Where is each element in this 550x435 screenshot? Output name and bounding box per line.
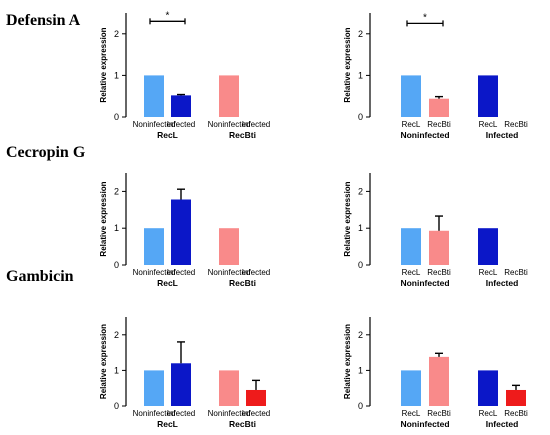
panel-5-y-tick-label-1: 1 (358, 365, 363, 375)
panel-5-x-tick-label-3: RecBti (504, 409, 528, 418)
panel-0-y-tick-label-1: 1 (114, 70, 119, 80)
panel-1-x-tick-label-0: RecL (402, 120, 421, 129)
panel-1-group-label-1: Infected (486, 130, 519, 140)
panel-0-group-label-0: RecL (157, 130, 178, 140)
panel-5-bar-1 (429, 356, 449, 406)
panel-1-y-tick-label-2: 2 (358, 29, 363, 39)
panel-0-bar-0 (144, 75, 164, 117)
panel-4-x-tick-label-1: Infected (167, 409, 195, 418)
panel-1-group-label-0: Noninfected (400, 130, 449, 140)
panel-0-sig-label-0: * (166, 10, 170, 21)
panel-2-x-tick-label-3: Infected (242, 268, 270, 277)
panel-1-sig-label-0: * (423, 12, 427, 23)
panel-4-group-label-0: RecL (157, 419, 178, 429)
panel-1-x-tick-label-2: RecL (479, 120, 498, 129)
panel-1-bar-1 (429, 98, 449, 117)
panel-1-bar-0 (401, 75, 421, 117)
row-title-cecropin-g: Cecropin G (6, 144, 86, 161)
panel-3-x-tick-label-3: RecBti (504, 268, 528, 277)
panel-5-y-axis-label: Relative expression (343, 324, 352, 399)
panel-4-x-tick-label-3: Infected (242, 409, 270, 418)
panel-4-bar-2 (219, 370, 239, 406)
panel-5-bar-2 (478, 370, 498, 406)
panel-3-bar-1 (429, 230, 449, 265)
panel-4-bar-0 (144, 370, 164, 406)
panel-5-x-tick-label-0: RecL (402, 409, 421, 418)
panel-3-x-tick-label-0: RecL (402, 268, 421, 277)
panel-1-x-tick-label-1: RecBti (427, 120, 451, 129)
panel-1-x-tick-label-3: RecBti (504, 120, 528, 129)
panel-2-y-tick-label-1: 1 (114, 223, 119, 233)
panel-0-y-tick-label-0: 0 (114, 112, 119, 122)
panel-1-bar-2 (478, 75, 498, 117)
panel-0-group-label-1: RecBti (229, 130, 256, 140)
panel-3-group-label-0: Noninfected (400, 278, 449, 288)
panel-1-y-tick-label-0: 0 (358, 112, 363, 122)
panel-0-x-tick-label-3: Infected (242, 120, 270, 129)
panel-2-x-tick-label-2: Noninfected (208, 268, 251, 277)
panel-3-y-tick-label-2: 2 (358, 186, 363, 196)
panel-0-bar-1 (171, 95, 191, 117)
panel-5-group-label-1: Infected (486, 419, 519, 429)
panel-1-y-tick-label-1: 1 (358, 70, 363, 80)
panel-2-bar-0 (144, 228, 164, 265)
panel-1-y-axis-label: Relative expression (343, 27, 352, 102)
panel-4-group-label-1: RecBti (229, 419, 256, 429)
panel-4-y-tick-label-2: 2 (114, 330, 119, 340)
panel-2-bar-2 (219, 228, 239, 265)
panel-5-y-tick-label-2: 2 (358, 330, 363, 340)
panel-2-x-tick-label-0: Noninfected (133, 268, 176, 277)
panel-2-group-label-0: RecL (157, 278, 178, 288)
panel-3-y-tick-label-1: 1 (358, 223, 363, 233)
panel-3-y-tick-label-0: 0 (358, 260, 363, 270)
panel-3-bar-0 (401, 228, 421, 265)
panel-3-x-tick-label-2: RecL (479, 268, 498, 277)
panel-3-x-tick-label-1: RecBti (427, 268, 451, 277)
panel-0-y-axis-label: Relative expression (99, 27, 108, 102)
row-title-defensin-a: Defensin A (6, 12, 81, 29)
panel-5-bar-3 (506, 389, 526, 406)
panel-3-y-axis-label: Relative expression (343, 181, 352, 256)
panel-0-bar-2 (219, 75, 239, 117)
panel-4-x-tick-label-2: Noninfected (208, 409, 251, 418)
row-title-gambicin: Gambicin (6, 268, 74, 285)
panel-4-bar-1 (171, 363, 191, 406)
panel-2-y-tick-label-2: 2 (114, 186, 119, 196)
panel-5-y-tick-label-0: 0 (358, 401, 363, 411)
panel-2-bar-1 (171, 199, 191, 265)
panel-5-group-label-0: Noninfected (400, 419, 449, 429)
panel-5-x-tick-label-2: RecL (479, 409, 498, 418)
panel-4-bar-3 (246, 389, 266, 406)
panel-3-group-label-1: Infected (486, 278, 519, 288)
panel-0-x-tick-label-2: Noninfected (208, 120, 251, 129)
panel-2-y-tick-label-0: 0 (114, 260, 119, 270)
panel-2-group-label-1: RecBti (229, 278, 256, 288)
panel-2-y-axis-label: Relative expression (99, 181, 108, 256)
panel-4-y-axis-label: Relative expression (99, 324, 108, 399)
panel-3-bar-2 (478, 228, 498, 265)
panel-2-x-tick-label-1: Infected (167, 268, 195, 277)
panel-0-y-tick-label-2: 2 (114, 29, 119, 39)
panel-5-x-tick-label-1: RecBti (427, 409, 451, 418)
panel-4-y-tick-label-0: 0 (114, 401, 119, 411)
panel-5-bar-0 (401, 370, 421, 406)
panel-4-y-tick-label-1: 1 (114, 365, 119, 375)
panel-0-x-tick-label-1: Infected (167, 120, 195, 129)
panel-0-x-tick-label-0: Noninfected (133, 120, 176, 129)
panel-4-x-tick-label-0: Noninfected (133, 409, 176, 418)
